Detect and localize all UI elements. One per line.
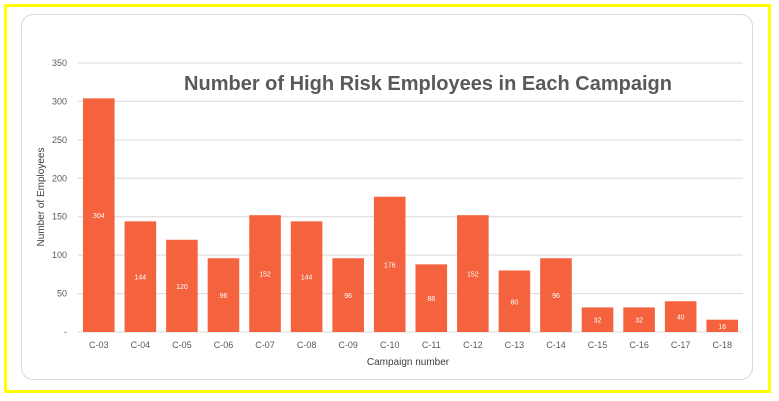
bar-c-17 (664, 301, 697, 332)
x-tick-label: C-18 (712, 340, 732, 350)
data-label: 144 (301, 275, 313, 282)
x-tick-label: C-14 (546, 340, 566, 350)
y-tick-label: 250 (52, 135, 67, 145)
data-label: 96 (220, 293, 228, 300)
bar-c-06 (207, 258, 240, 332)
y-tick-label: 300 (52, 96, 67, 106)
data-label: 80 (511, 299, 519, 306)
x-tick-label: C-07 (255, 340, 275, 350)
bar-c-03 (82, 98, 115, 333)
x-tick-label: C-08 (297, 340, 317, 350)
data-label: 152 (467, 272, 479, 279)
y-axis-label: Number of Employees (36, 148, 47, 247)
y-tick-label: 350 (52, 58, 67, 68)
y-tick-label: 50 (57, 289, 67, 299)
data-label: 88 (427, 296, 435, 303)
data-label: 176 (384, 262, 396, 269)
bar-c-07 (249, 215, 281, 332)
bars (82, 98, 739, 333)
data-label: 32 (594, 318, 602, 325)
bar-c-14 (540, 258, 572, 332)
y-tick-label: 100 (52, 250, 67, 260)
x-tick-label: C-05 (172, 340, 192, 350)
bar-c-11 (415, 264, 448, 332)
data-label: 32 (635, 318, 643, 325)
data-label: 144 (135, 275, 147, 282)
x-tick-label: C-06 (214, 340, 234, 350)
data-label: 304 (93, 213, 105, 220)
bar-c-12 (457, 215, 489, 332)
bar-c-18 (706, 319, 739, 332)
bar-c-10 (373, 196, 406, 332)
chart-title: Number of High Risk Employees in Each Ca… (184, 73, 672, 95)
data-label: 96 (344, 293, 352, 300)
x-tick-label: C-04 (131, 340, 151, 350)
bar-c-08 (290, 221, 323, 332)
y-tick-label: 150 (52, 212, 67, 222)
bar-c-13 (498, 270, 531, 332)
x-tick-label: C-13 (505, 340, 525, 350)
y-tick-label: - (64, 327, 67, 337)
x-tick-label: C-17 (671, 340, 691, 350)
x-tick-label: C-09 (338, 340, 358, 350)
data-label: 152 (259, 272, 271, 279)
x-tick-label: C-16 (629, 340, 649, 350)
data-label: 96 (552, 293, 560, 300)
bar-c-04 (124, 221, 157, 332)
x-tick-label: C-11 (422, 340, 441, 350)
y-axis-ticks: - 50 100 150 200 250 300 350 (52, 58, 67, 337)
data-label: 120 (176, 284, 188, 291)
x-tick-label: C-15 (588, 340, 608, 350)
bar-c-09 (332, 258, 364, 332)
bar-c-16 (623, 307, 655, 332)
bar-c-15 (581, 307, 614, 332)
y-tick-label: 200 (52, 173, 67, 183)
x-tick-label: C-10 (380, 340, 400, 350)
bar-c-05 (166, 239, 198, 332)
x-tick-label: C-03 (89, 340, 109, 350)
x-tick-label: C-12 (463, 340, 483, 350)
data-label: 16 (718, 324, 726, 331)
data-labels: 304 144 120 96 152 144 96 176 88 152 80 96 32 32 40 16 (93, 213, 726, 331)
x-axis-label: Campaign number (367, 357, 450, 368)
x-axis-ticks: C-03 C-04 C-05 C-06 C-07 C-08 C-09 C-10 C-11 C-12… (89, 340, 732, 350)
data-label: 40 (677, 315, 685, 322)
